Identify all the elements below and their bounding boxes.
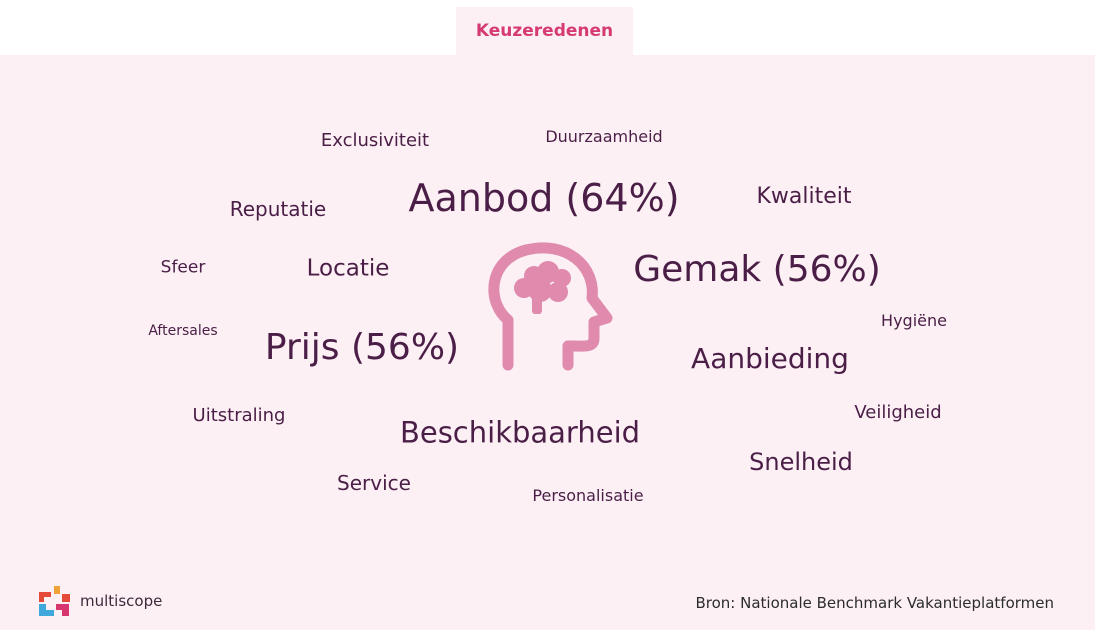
word-beschikbaarheid: Beschikbaarheid bbox=[399, 415, 641, 450]
source-text: Bron: Nationale Benchmark Vakantieplatfo… bbox=[695, 594, 1055, 612]
word-gemak: Gemak (56%) bbox=[633, 249, 881, 290]
word-kwaliteit: Kwaliteit bbox=[756, 184, 852, 209]
word-exclusiviteit: Exclusiviteit bbox=[320, 130, 430, 151]
word-prijs: Prijs (56%) bbox=[264, 327, 460, 368]
word-duurzaamheid: Duurzaamheid bbox=[545, 127, 663, 146]
multiscope-logo-icon bbox=[39, 586, 70, 616]
word-veiligheid: Veiligheid bbox=[854, 402, 942, 423]
word-uitstraling: Uitstraling bbox=[192, 405, 286, 426]
logo[interactable]: multiscope bbox=[36, 584, 162, 618]
word-snelheid: Snelheid bbox=[749, 448, 853, 476]
word-aftersales: Aftersales bbox=[148, 323, 218, 339]
word-cloud-panel bbox=[0, 55, 1095, 630]
tab-label: Keuzeredenen bbox=[475, 21, 614, 41]
word-personalisatie: Personalisatie bbox=[532, 486, 644, 505]
tab-keuzeredenen[interactable]: Keuzeredenen bbox=[456, 7, 633, 55]
word-hygiene: Hygiëne bbox=[881, 311, 947, 330]
word-locatie: Locatie bbox=[306, 255, 390, 282]
word-aanbod: Aanbod (64%) bbox=[408, 176, 680, 220]
word-reputatie: Reputatie bbox=[229, 197, 327, 221]
logo-text: multiscope bbox=[80, 592, 163, 610]
word-aanbieding: Aanbieding bbox=[691, 342, 849, 375]
word-sfeer: Sfeer bbox=[160, 257, 206, 278]
word-service: Service bbox=[337, 471, 411, 495]
head-brain-icon bbox=[488, 242, 613, 371]
